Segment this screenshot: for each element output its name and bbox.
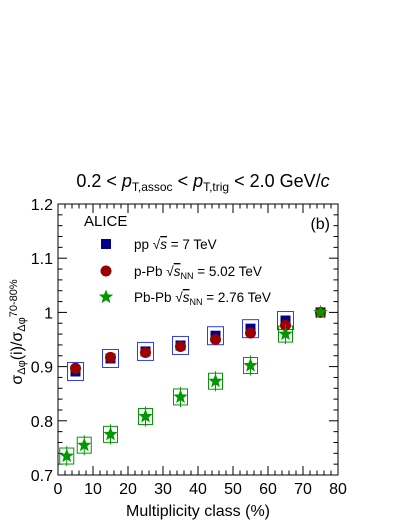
data-point-star <box>138 408 153 423</box>
legend-marker-square <box>101 239 111 249</box>
legend-entry-label: pp √s = 7 TeV <box>134 237 217 252</box>
panel-label: (b) <box>310 216 330 233</box>
x-tick-label: 40 <box>189 481 207 498</box>
y-axis-label: σΔφ(i)/σΔφ70-80% <box>8 279 28 385</box>
x-tick-label: 30 <box>154 481 172 498</box>
y-tick-label: 0.7 <box>31 468 53 485</box>
chart-title-text: 0.2 < pT,assoc < pT,trig < 2.0 GeV/c <box>76 171 329 194</box>
data-points <box>59 304 328 467</box>
data-point-star <box>103 426 118 441</box>
x-tick-label: 70 <box>294 481 312 498</box>
x-tick-label: 10 <box>84 481 102 498</box>
chart-title: 0.2 < pT,assoc < pT,trig < 2.0 GeV/c <box>76 171 329 194</box>
legend: ALICE (b) pp √s = 7 TeV p-Pb √sNN = 5.02 Te… <box>84 213 330 307</box>
y-tick-label: 0.9 <box>31 360 53 377</box>
data-point-star <box>173 389 188 404</box>
data-point-circle <box>70 362 81 374</box>
data-point-circle <box>140 347 151 359</box>
x-tick-label: 60 <box>259 481 277 498</box>
data-point-circle <box>210 334 221 345</box>
systematic-box <box>137 341 154 361</box>
y-tick-label: 0.8 <box>31 414 53 431</box>
systematic-box <box>172 335 189 355</box>
data-point-circle <box>105 351 116 363</box>
experiment-label: ALICE <box>84 213 127 230</box>
systematic-box <box>102 348 119 368</box>
data-point-star <box>243 358 258 372</box>
y-tick-label: 1 <box>44 305 53 322</box>
y-tick-label: 1.2 <box>31 197 53 214</box>
x-tick-label: 50 <box>224 481 242 498</box>
x-tick-label: 80 <box>329 481 347 498</box>
systematic-boxes <box>59 311 294 465</box>
data-point-star <box>208 373 223 388</box>
legend-marker-circle <box>100 265 112 277</box>
y-tick-label: 1.1 <box>31 251 53 268</box>
x-axis-label: Multiplicity class (%) <box>126 503 270 520</box>
data-point-star <box>77 437 92 452</box>
legend-marker-star <box>98 289 114 304</box>
axis-labels: Multiplicity class (%) σΔφ(i)/σΔφ70-80% <box>8 279 270 520</box>
systematic-box <box>67 361 84 381</box>
x-tick-label: 0 <box>54 481 63 498</box>
data-point-circle <box>245 327 256 339</box>
legend-entry-label: p-Pb √sNN = 5.02 TeV <box>134 264 262 281</box>
legend-entry-label: Pb-Pb √sNN = 2.76 TeV <box>134 290 271 307</box>
x-tick-label: 20 <box>119 481 137 498</box>
axis-ticks: 0 10 20 30 40 50 60 70 80 0.7 0.8 0.9 1 1.1 1.2 <box>31 197 347 498</box>
data-point-circle <box>175 341 186 353</box>
data-point-star <box>278 326 293 341</box>
data-point-star <box>313 304 328 319</box>
data-point-star <box>59 448 74 463</box>
